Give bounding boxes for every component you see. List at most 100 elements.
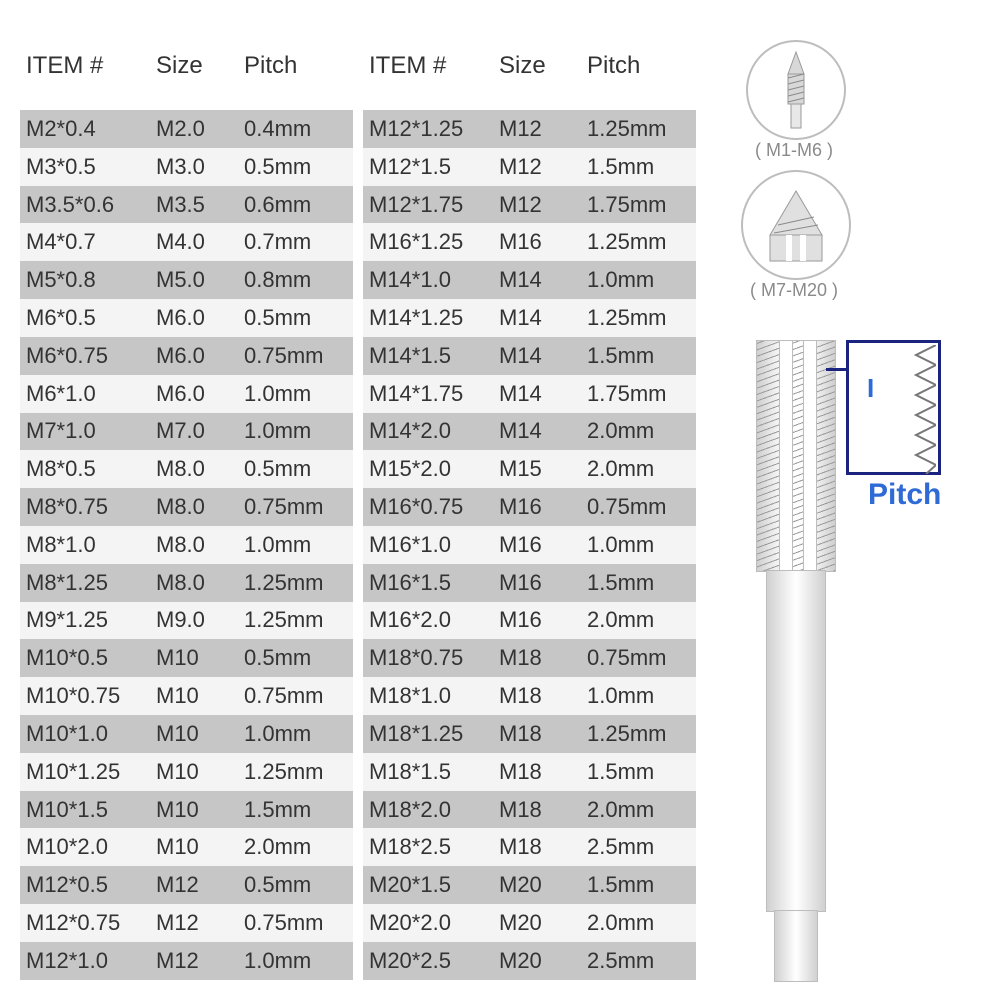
cell-item: M10*1.25 [20, 753, 150, 791]
cell-size: M7.0 [150, 413, 238, 451]
table-row: M20*1.5M201.5mm [363, 866, 696, 904]
cell-pitch: 0.5mm [238, 450, 353, 488]
cell-item: M10*0.75 [20, 677, 150, 715]
cell-item: M6*0.75 [20, 337, 150, 375]
cell-size: M18 [493, 639, 581, 677]
table-header-row: ITEM # Size Pitch [363, 40, 696, 110]
table-row: M6*0.75M6.00.75mm [20, 337, 353, 375]
cell-size: M8.0 [150, 564, 238, 602]
cell-item: M18*1.0 [363, 677, 493, 715]
table-row: M18*2.5M182.5mm [363, 828, 696, 866]
table-row: M6*1.0M6.01.0mm [20, 375, 353, 413]
cell-pitch: 1.25mm [238, 753, 353, 791]
cell-size: M14 [493, 299, 581, 337]
table-row: M16*1.0M161.0mm [363, 526, 696, 564]
table-row: M8*1.25M8.01.25mm [20, 564, 353, 602]
cell-item: M10*0.5 [20, 639, 150, 677]
cell-size: M3.5 [150, 186, 238, 224]
large-tap-circle-icon [741, 170, 851, 280]
cell-pitch: 0.5mm [238, 148, 353, 186]
cell-pitch: 2.0mm [581, 791, 696, 829]
cell-pitch: 1.5mm [238, 791, 353, 829]
cell-item: M12*1.25 [363, 110, 493, 148]
cell-item: M8*0.5 [20, 450, 150, 488]
tap-square-drive-icon [774, 910, 818, 982]
cell-item: M10*1.0 [20, 715, 150, 753]
cell-size: M3.0 [150, 148, 238, 186]
col-header-item: ITEM # [363, 40, 493, 110]
cell-item: M12*0.5 [20, 866, 150, 904]
cell-size: M20 [493, 904, 581, 942]
table-row: M14*2.0M142.0mm [363, 413, 696, 451]
cell-size: M14 [493, 413, 581, 451]
table-row: M20*2.5M202.5mm [363, 942, 696, 980]
cell-pitch: 1.75mm [581, 375, 696, 413]
table-row: M2*0.4M2.00.4mm [20, 110, 353, 148]
callout-connector [826, 368, 846, 371]
table-header-row: ITEM # Size Pitch [20, 40, 353, 110]
cell-item: M16*1.5 [363, 564, 493, 602]
cell-size: M20 [493, 866, 581, 904]
table-row: M14*1.5M141.5mm [363, 337, 696, 375]
cell-item: M10*1.5 [20, 791, 150, 829]
cell-item: M5*0.8 [20, 261, 150, 299]
cell-pitch: 0.75mm [581, 488, 696, 526]
large-range-label: ( M7-M20 ) [734, 280, 854, 301]
cell-size: M8.0 [150, 488, 238, 526]
cell-size: M16 [493, 602, 581, 640]
cell-size: M6.0 [150, 337, 238, 375]
table-row: M20*2.0M202.0mm [363, 904, 696, 942]
cell-size: M6.0 [150, 299, 238, 337]
thread-teeth-icon [896, 345, 936, 474]
cell-pitch: 0.6mm [238, 186, 353, 224]
cell-size: M14 [493, 337, 581, 375]
cell-item: M6*0.5 [20, 299, 150, 337]
cell-pitch: 1.0mm [238, 942, 353, 980]
cell-item: M16*2.0 [363, 602, 493, 640]
table-row: M16*2.0M162.0mm [363, 602, 696, 640]
cell-size: M8.0 [150, 450, 238, 488]
cell-size: M15 [493, 450, 581, 488]
table-row: M12*0.75M120.75mm [20, 904, 353, 942]
cell-item: M12*1.75 [363, 186, 493, 224]
page-root: ITEM # Size Pitch M2*0.4M2.00.4mmM3*0.5M… [0, 0, 1000, 1000]
spec-tables: ITEM # Size Pitch M2*0.4M2.00.4mmM3*0.5M… [20, 40, 696, 980]
cell-pitch: 0.75mm [238, 904, 353, 942]
cell-size: M16 [493, 526, 581, 564]
cell-pitch: 1.5mm [581, 148, 696, 186]
table-row: M8*1.0M8.01.0mm [20, 526, 353, 564]
small-tap-circle-icon [746, 40, 846, 140]
cell-size: M18 [493, 715, 581, 753]
small-range-label: ( M1-M6 ) [734, 140, 854, 161]
table-row: M8*0.5M8.00.5mm [20, 450, 353, 488]
cell-pitch: 0.5mm [238, 866, 353, 904]
cell-item: M6*1.0 [20, 375, 150, 413]
cell-pitch: 2.0mm [581, 413, 696, 451]
table-row: M7*1.0M7.01.0mm [20, 413, 353, 451]
cell-size: M20 [493, 942, 581, 980]
tap-threaded-head-icon [756, 340, 836, 572]
table-row: M4*0.7M4.00.7mm [20, 223, 353, 261]
cell-pitch: 1.25mm [238, 564, 353, 602]
cell-pitch: 0.75mm [238, 677, 353, 715]
cell-size: M12 [150, 942, 238, 980]
cell-pitch: 0.5mm [238, 639, 353, 677]
cell-item: M4*0.7 [20, 223, 150, 261]
cell-pitch: 1.75mm [581, 186, 696, 224]
spec-table-left: ITEM # Size Pitch M2*0.4M2.00.4mmM3*0.5M… [20, 40, 353, 980]
cell-size: M10 [150, 828, 238, 866]
cell-size: M16 [493, 223, 581, 261]
table-row: M18*1.5M181.5mm [363, 753, 696, 791]
cell-size: M10 [150, 677, 238, 715]
table-row: M10*1.25M101.25mm [20, 753, 353, 791]
cell-size: M12 [150, 904, 238, 942]
cell-size: M12 [493, 110, 581, 148]
cell-pitch: 0.75mm [581, 639, 696, 677]
table-row: M18*1.25M181.25mm [363, 715, 696, 753]
cell-item: M2*0.4 [20, 110, 150, 148]
pitch-callout-box: I [846, 340, 941, 475]
cell-item: M18*1.5 [363, 753, 493, 791]
table-row: M10*1.5M101.5mm [20, 791, 353, 829]
cell-size: M4.0 [150, 223, 238, 261]
table-row: M12*0.5M120.5mm [20, 866, 353, 904]
